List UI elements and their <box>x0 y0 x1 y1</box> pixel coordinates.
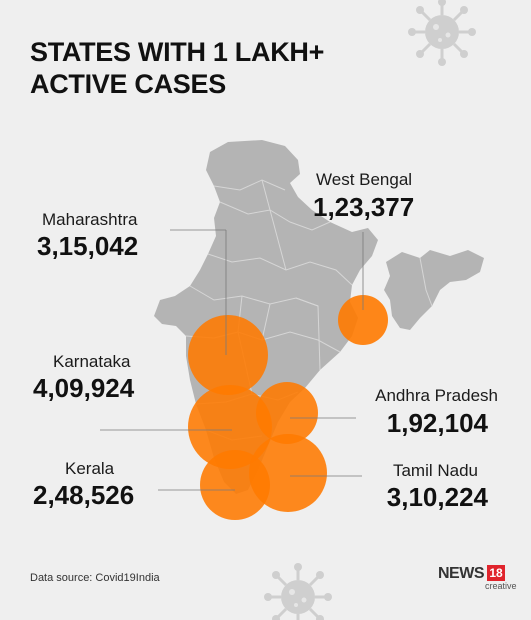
virus-icon <box>262 561 334 620</box>
bubble-tamil-nadu <box>249 434 327 512</box>
label-tamil-nadu: Tamil Nadu <box>392 461 478 480</box>
data-source: Data source: Covid19India <box>30 572 160 584</box>
value-west-bengal: 1,23,377 <box>313 192 415 222</box>
value-tamil-nadu: 3,10,224 <box>386 482 488 512</box>
bubble-west-bengal <box>338 295 388 345</box>
logo-text: NEWS <box>438 565 485 582</box>
label-kerala: Kerala <box>65 459 115 478</box>
value-karnataka: 4,09,924 <box>33 373 135 403</box>
logo-number: 18 <box>487 565 505 581</box>
title-line-2: ACTIVE CASES <box>30 69 226 99</box>
northeast-shape <box>384 250 484 330</box>
bubble-maharashtra <box>188 315 268 395</box>
value-andhra-pradesh: 1,92,104 <box>386 408 488 438</box>
label-andhra-pradesh: Andhra Pradesh <box>375 386 498 405</box>
logo-subtext: creative <box>485 581 517 591</box>
virus-icon <box>406 0 478 68</box>
page-title: STATES WITH 1 LAKH+ ACTIVE CASES <box>30 36 324 100</box>
case-bubbles <box>188 295 388 520</box>
value-kerala: 2,48,526 <box>33 480 135 510</box>
title-line-1: STATES WITH 1 LAKH+ <box>30 37 325 67</box>
label-maharashtra: Maharashtra <box>42 210 138 229</box>
label-west-bengal: West Bengal <box>316 170 413 189</box>
news18-logo: NEWS 18 creative <box>438 565 517 591</box>
label-karnataka: Karnataka <box>53 352 131 371</box>
bubble-andhra-pradesh <box>256 382 318 444</box>
value-maharashtra: 3,15,042 <box>37 231 139 261</box>
leader-lines <box>100 229 364 491</box>
bubble-karnataka <box>188 385 272 469</box>
